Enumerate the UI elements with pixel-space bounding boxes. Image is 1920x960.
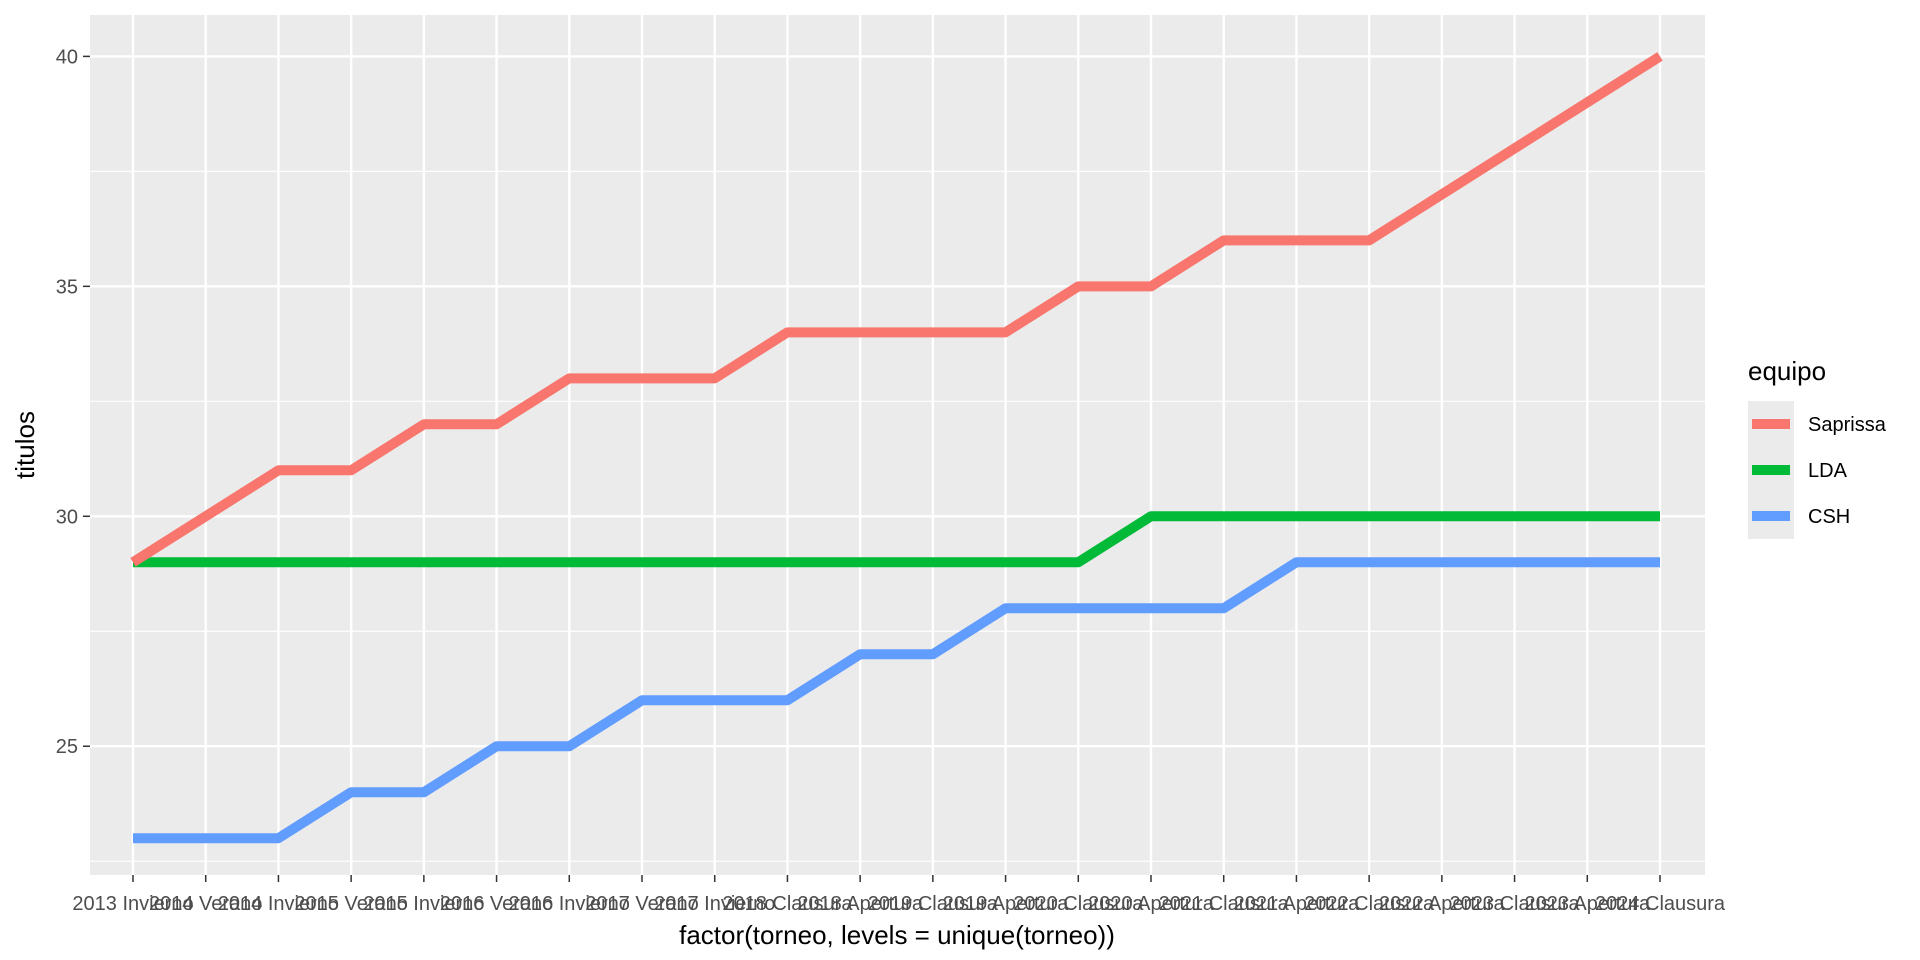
x-tick-label: 2017 Invierno [654,893,775,915]
x-axis-title: factor(torneo, levels = unique(torneo)) [679,920,1115,950]
x-tick-label: 2021 Clausura [1159,893,1290,915]
x-tick-label: 2021 Apertura [1234,893,1361,915]
x-tick-label: 2017 Verano [585,893,698,915]
y-tick-label: 30 [56,506,78,528]
x-tick-label: 2015 Verano [294,893,407,915]
x-tick-label: 2023 Clausura [1450,893,1581,915]
legend-title: equipo [1748,356,1826,386]
legend-label: Saprissa [1808,414,1887,436]
x-tick-label: 2022 Clausura [1304,893,1435,915]
y-axis: 25 30 35 40 [56,46,90,758]
y-tick-label: 40 [56,46,78,68]
grid-major [90,15,1705,875]
series-line-csh [133,557,1660,844]
x-tick-label: 2015 Invierno [363,893,484,915]
x-tick-label: 2016 Invierno [509,893,630,915]
x-tick-label: 2018 Apertura [797,893,924,915]
x-tick-label: 2016 Verano [440,893,553,915]
legend-label: CSH [1808,506,1850,528]
x-tick-label: 2018 Clausura [722,893,853,915]
legend-label: LDA [1808,460,1848,482]
y-axis-title: titulos [10,411,40,479]
series-lines [130,52,1663,844]
x-tick-label: 2014 Verano [149,893,262,915]
x-tick-label: 2019 Apertura [943,893,1070,915]
x-tick-label: 2022 Apertura [1379,893,1506,915]
x-tick-label: 2020 Apertura [1088,893,1215,915]
x-tick-label: 2014 Invierno [218,893,339,915]
x-tick-label: 2020 Clausura [1013,893,1144,915]
series-line-lda [133,511,1660,568]
x-tick-label: 2023 Apertura [1524,893,1651,915]
legend: equipo Saprissa LDA CSH [1748,356,1887,539]
panel-background [90,15,1705,875]
y-tick-label: 25 [56,736,78,758]
series-line-saprissa [130,52,1663,567]
x-tick-label: 2024 Clausura [1595,893,1726,915]
x-tick-label: 2019 Clausura [868,893,999,915]
grid-minor [90,170,1705,862]
x-tick-label: 2013 Invierno [72,893,193,915]
y-tick-label: 35 [56,276,78,298]
